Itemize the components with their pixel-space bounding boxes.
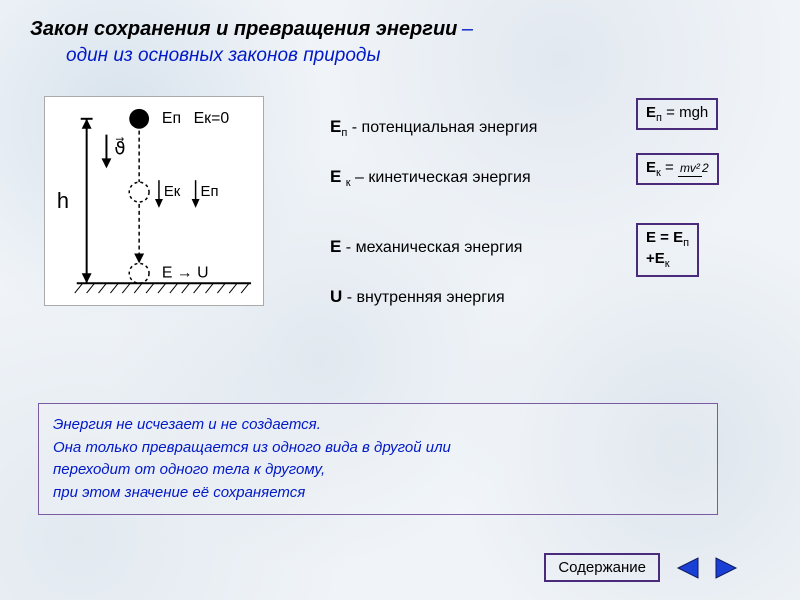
energy-diagram: Eп Eк=0 h ϑ⃗ Eк Eп E → U (44, 96, 264, 306)
formula-ep: Eп = mgh (636, 98, 718, 130)
svg-text:Eк=0: Eк=0 (194, 110, 230, 127)
law-l3: переходит от одного тела к другому, (53, 459, 703, 482)
svg-text:E → U: E → U (162, 264, 209, 281)
svg-text:Eп: Eп (162, 110, 181, 127)
law-statement: Энергия не исчезает и не создается. Она … (38, 403, 718, 515)
formula-etotal: E = Eп +Eк (636, 223, 699, 277)
contents-button[interactable]: Содержание (544, 553, 660, 582)
def-potential: Eп - потенциальная энергия (330, 117, 537, 139)
law-l1: Энергия не исчезает и не создается. (53, 414, 703, 437)
def-kinetic: E к – кинетическая энергия (330, 167, 531, 189)
contents-label: Содержание (558, 559, 646, 576)
law-l2: Она только превращается из одного вида в… (53, 437, 703, 460)
title-main: Закон сохранения и превращения энергии (30, 18, 457, 40)
svg-text:Eк: Eк (164, 184, 181, 200)
def-internal: U - внутренняя энергия (330, 287, 505, 307)
title-dash: – (462, 18, 473, 40)
title-line-1: Закон сохранения и превращения энергии – (30, 18, 770, 41)
title-line-2: один из основных законов природы (66, 45, 770, 67)
svg-text:h: h (57, 188, 69, 213)
law-l4: при этом значение её сохраняется (53, 482, 703, 505)
nav-next-button[interactable] (714, 556, 740, 580)
formula-ek: Eк = mv²2 (636, 153, 719, 185)
nav-prev-button[interactable] (674, 556, 700, 580)
svg-text:Eп: Eп (201, 184, 219, 200)
svg-text:ϑ⃗: ϑ⃗ (114, 137, 125, 158)
def-mechanical: E - механическая энергия (330, 237, 522, 257)
